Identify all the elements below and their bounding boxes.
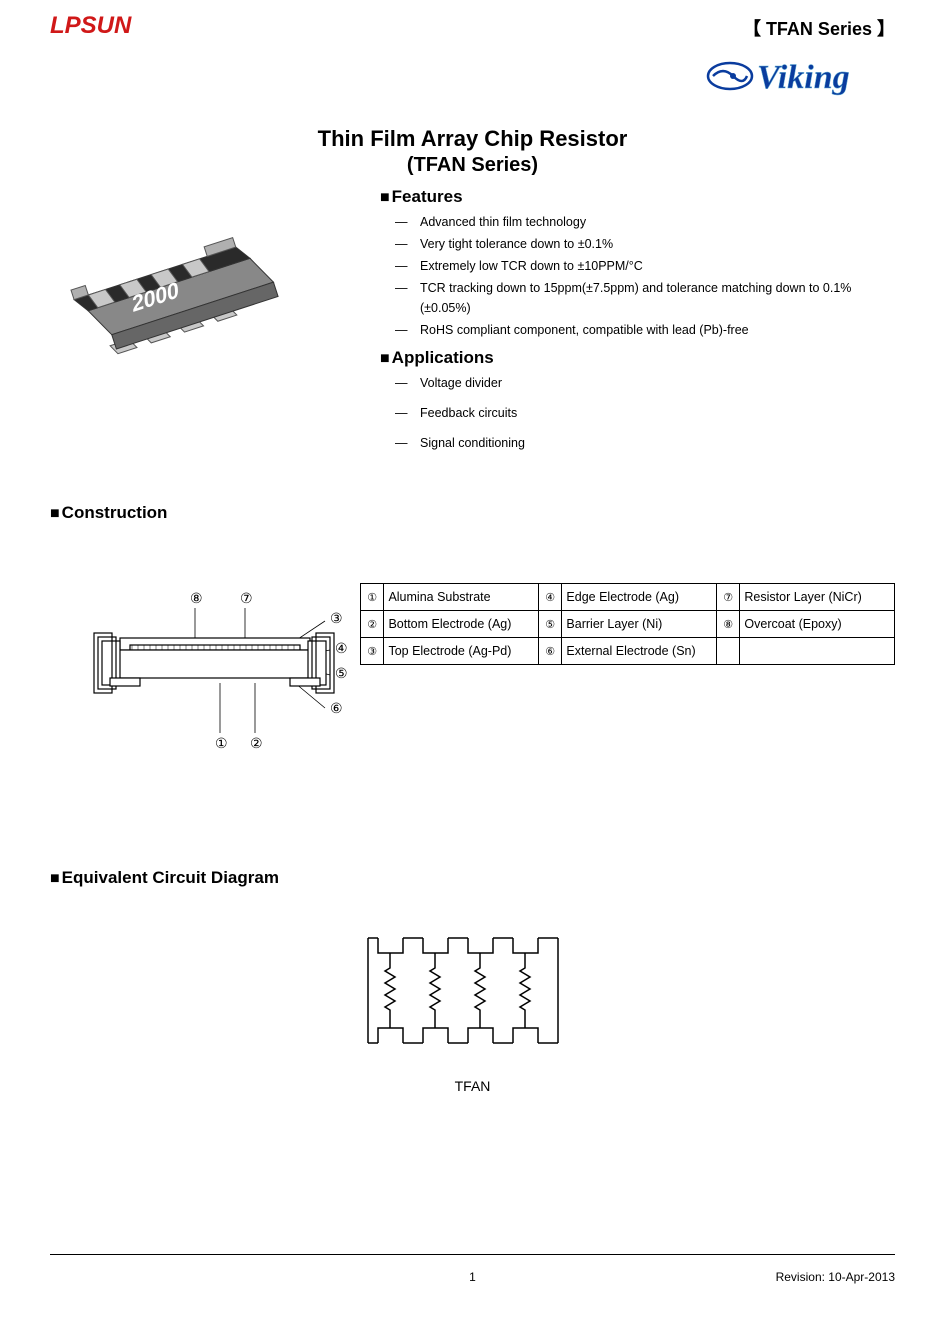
legend-label: Edge Electrode (Ag) (562, 584, 717, 611)
header-bar: LPSUN 【 TFAN Series 】 (50, 15, 895, 41)
svg-text:①: ① (215, 735, 228, 751)
application-item: Signal conditioning (395, 433, 895, 453)
circuit-diagram: TFAN (50, 928, 895, 1094)
construction-heading: Construction (50, 503, 895, 523)
feature-item: TCR tracking down to 15ppm(±7.5ppm) and … (395, 278, 895, 318)
legend-label: Alumina Substrate (384, 584, 539, 611)
legend-empty (740, 638, 895, 665)
table-row: ③ Top Electrode (Ag-Pd) ⑥ External Elect… (361, 638, 895, 665)
feature-item: RoHS compliant component, compatible wit… (395, 320, 895, 340)
footer: 1 Revision: 10-Apr-2013 (50, 1254, 895, 1284)
legend-label: Barrier Layer (Ni) (562, 611, 717, 638)
legend-num: ⑦ (716, 584, 739, 611)
feature-item: Extremely low TCR down to ±10PPM/°C (395, 256, 895, 276)
svg-text:③: ③ (330, 610, 343, 626)
svg-text:⑧: ⑧ (190, 590, 203, 606)
feature-item: Advanced thin film technology (395, 212, 895, 232)
construction-table: ① Alumina Substrate ④ Edge Electrode (Ag… (360, 583, 895, 665)
svg-text:②: ② (250, 735, 263, 751)
legend-num: ⑤ (538, 611, 561, 638)
distributor-logo: LPSUN (50, 15, 170, 35)
legend-label: Top Electrode (Ag-Pd) (384, 638, 539, 665)
feature-item: Very tight tolerance down to ±0.1% (395, 234, 895, 254)
svg-text:⑥: ⑥ (330, 700, 343, 716)
application-item: Voltage divider (395, 373, 895, 393)
construction-section: Construction ⑧ ⑦ ③ ④ ⑤ ⑥ ① ② (50, 503, 895, 768)
applications-heading: Applications (380, 348, 895, 368)
legend-label: Resistor Layer (NiCr) (740, 584, 895, 611)
legend-num: ⑧ (716, 611, 739, 638)
circuit-heading: Equivalent Circuit Diagram (50, 868, 895, 888)
application-item: Feedback circuits (395, 403, 895, 423)
legend-label: Overcoat (Epoxy) (740, 611, 895, 638)
revision-date: Revision: 10-Apr-2013 (776, 1270, 895, 1284)
table-row: ② Bottom Electrode (Ag) ⑤ Barrier Layer … (361, 611, 895, 638)
svg-text:⑦: ⑦ (240, 590, 253, 606)
applications-list: Voltage divider Feedback circuits Signal… (380, 373, 895, 453)
legend-empty (716, 638, 739, 665)
legend-label: Bottom Electrode (Ag) (384, 611, 539, 638)
svg-text:LPSUN: LPSUN (50, 15, 132, 35)
construction-diagram: ⑧ ⑦ ③ ④ ⑤ ⑥ ① ② (50, 583, 330, 768)
features-list: Advanced thin film technology Very tight… (380, 212, 895, 340)
circuit-label: TFAN (50, 1078, 895, 1094)
features-heading: Features (380, 187, 895, 207)
page-number: 1 (469, 1270, 476, 1284)
legend-num: ④ (538, 584, 561, 611)
svg-text:Viking: Viking (757, 59, 850, 96)
legend-num: ③ (361, 638, 384, 665)
page-subtitle: (TFAN Series) (50, 154, 895, 177)
legend-num: ⑥ (538, 638, 561, 665)
viking-logo: Viking (50, 51, 895, 106)
legend-num: ① (361, 584, 384, 611)
hero-content: Features Advanced thin film technology V… (360, 187, 895, 463)
construction-body: ⑧ ⑦ ③ ④ ⑤ ⑥ ① ② (50, 583, 895, 768)
legend-num: ② (361, 611, 384, 638)
page-title: Thin Film Array Chip Resistor (50, 126, 895, 152)
table-row: ① Alumina Substrate ④ Edge Electrode (Ag… (361, 584, 895, 611)
svg-text:⑤: ⑤ (335, 665, 348, 681)
product-image: 2000 (50, 187, 330, 463)
circuit-section: Equivalent Circuit Diagram (50, 868, 895, 1094)
legend-label: External Electrode (Sn) (562, 638, 717, 665)
hero-section: 2000 Features Advanced thin film technol… (50, 187, 895, 463)
series-label: 【 TFAN Series 】 (743, 15, 895, 41)
svg-text:④: ④ (335, 640, 348, 656)
